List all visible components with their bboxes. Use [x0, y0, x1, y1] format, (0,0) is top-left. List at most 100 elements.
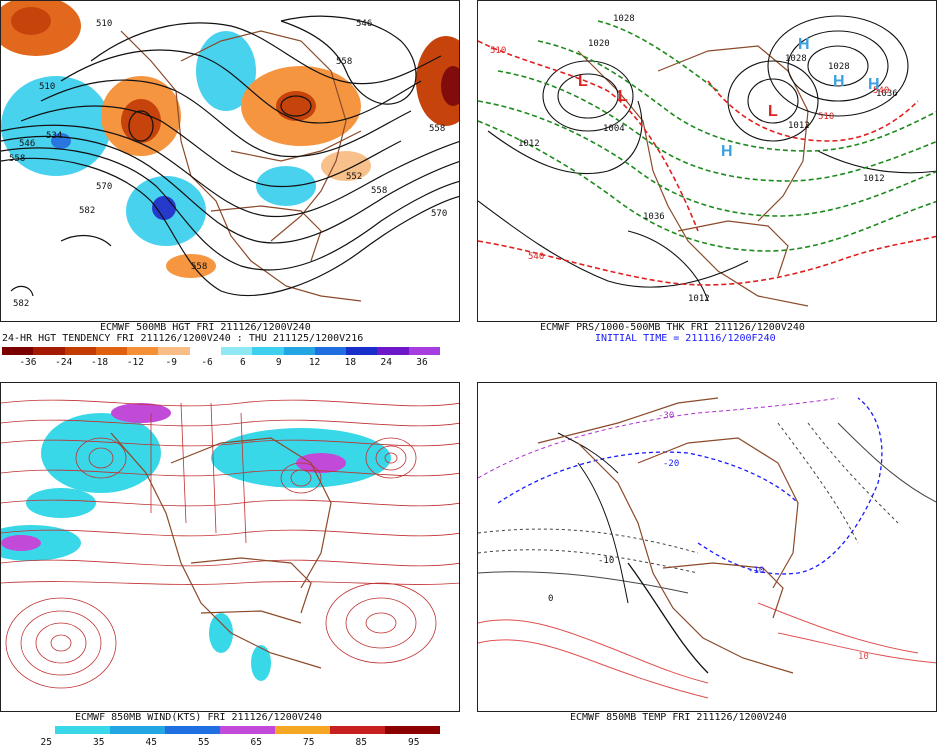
pressure-label: 1012	[788, 121, 810, 131]
contour-label: 546	[356, 19, 372, 29]
p3-colorbar-swatch	[275, 726, 330, 734]
p1-colorbar-label: 12	[308, 357, 321, 368]
high-center: H	[721, 143, 733, 160]
p1-colorbar-label: 18	[344, 357, 357, 368]
pressure-centers: L L L H H H H	[578, 36, 880, 160]
p2-caption-line2: INITIAL TIME = 211116/1200F240	[595, 333, 776, 344]
p1-colorbar-swatch	[158, 347, 190, 355]
p3-colorbar-swatch	[110, 726, 165, 734]
contour-label: 570	[431, 209, 447, 219]
p3-colorbar-swatch	[220, 726, 275, 734]
p3-colorbar-swatch	[55, 726, 110, 734]
contour-label: 534	[46, 131, 62, 141]
thickness-label: 510	[818, 112, 834, 122]
pressure-label: 1028	[828, 62, 850, 72]
pressure-label: 1036	[876, 89, 898, 99]
p3-caption-line1: ECMWF 850MB WIND(KTS) FRI 211126/1200V24…	[75, 712, 322, 723]
p1-colorbar	[2, 347, 440, 355]
contour-label: 582	[13, 299, 29, 309]
low-center: L	[618, 88, 628, 105]
p3-colorbar-label: 45	[145, 737, 157, 748]
contour-label: 558	[191, 262, 207, 272]
p3-colorbar-label: 65	[250, 737, 262, 748]
temp-label: -10	[598, 556, 614, 566]
p3-colorbar-label: 75	[303, 737, 315, 748]
pressure-label: 1028	[613, 14, 635, 24]
thickness-label: 540	[528, 252, 544, 262]
height-contours	[1, 15, 459, 297]
thickness-label: 540	[873, 86, 889, 96]
panel-850mb-wind	[0, 382, 460, 712]
p1-colorbar-swatch	[33, 347, 65, 355]
p1-colorbar-swatch	[408, 347, 440, 355]
panel-850mb-temp: -30 -20 -10 -10 0 10	[477, 382, 937, 712]
p1-colorbar-swatch	[220, 347, 253, 355]
streamlines	[1, 399, 459, 689]
panel-500mb-height: 510 534 546 558 570 582 558 552 558 570 …	[0, 0, 460, 322]
panel-pressure-thickness: 1028 1020 1028 1036 1012 1004 1028 1012 …	[477, 0, 937, 322]
p3-colorbar-label: 55	[198, 737, 210, 748]
contour-label: 546	[19, 139, 35, 149]
p1-colorbar-swatch	[189, 347, 221, 355]
contour-label: 558	[371, 186, 387, 196]
high-center: H	[798, 36, 810, 53]
pressure-label: 1012	[688, 294, 710, 304]
p3-colorbar	[0, 726, 440, 734]
p1-colorbar-swatch	[252, 347, 284, 355]
temp-label: -10	[748, 566, 764, 576]
thickness-contours	[478, 20, 936, 286]
contour-label: 558	[336, 57, 352, 67]
high-center: H	[833, 73, 845, 90]
p1-colorbar-swatch	[283, 347, 315, 355]
tendency-shading	[1, 1, 459, 278]
p1-colorbar-label: -12	[126, 357, 144, 368]
temp-label: -30	[658, 411, 674, 421]
coastlines	[110, 432, 332, 669]
p1-colorbar-labels: -36 -24 -18 -12 -9 -6 6 9 12 18 24 36	[10, 357, 440, 368]
temp-label: 10	[858, 652, 869, 662]
contour-labels: 510 534 546 558 570 582 558 552 558 570 …	[9, 19, 447, 309]
p1-colorbar-swatch	[346, 347, 378, 355]
pressure-label: 1020	[588, 39, 610, 49]
p1-colorbar-label: 24	[380, 357, 392, 368]
p1-colorbar-label: 36	[416, 357, 428, 368]
p1-colorbar-swatch	[2, 347, 34, 355]
p1-colorbar-label: 9	[275, 357, 282, 368]
high-center: H	[868, 76, 880, 93]
pressure-label: 1012	[863, 174, 885, 184]
p1-colorbar-swatch	[127, 347, 159, 355]
pressure-label: 1028	[785, 54, 807, 64]
p3-colorbar-label: 35	[93, 737, 105, 748]
contour-label: 510	[96, 19, 112, 29]
p1-colorbar-swatch	[377, 347, 409, 355]
p3-colorbar-swatch	[165, 726, 220, 734]
p3-colorbar-swatch	[330, 726, 385, 734]
temp-label: -20	[663, 459, 679, 469]
pressure-label: 1036	[643, 212, 665, 222]
p1-colorbar-swatch	[64, 347, 96, 355]
map-pressure-thickness: 1028 1020 1028 1036 1012 1004 1028 1012 …	[478, 14, 936, 307]
map-500mb: 510 534 546 558 570 582 558 552 558 570 …	[1, 1, 459, 309]
p1-colorbar-label: -24	[55, 357, 73, 368]
coastlines	[537, 397, 799, 674]
p3-colorbar-labels: 25 35 45 55 65 75 85 95	[20, 737, 440, 748]
contour-label: 582	[79, 206, 95, 216]
p2-caption-line1: ECMWF PRS/1000-500MB THK FRI 211126/1200…	[540, 322, 805, 333]
p1-caption-line1: ECMWF 500MB HGT FRI 211126/1200V240	[100, 322, 311, 333]
map-850mb-wind	[1, 399, 459, 689]
pressure-label: 1012	[518, 139, 540, 149]
p4-caption-line1: ECMWF 850MB TEMP FRI 211126/1200V240	[570, 712, 787, 723]
p1-colorbar-label: -9	[165, 357, 177, 368]
map-850mb-temp: -30 -20 -10 -10 0 10	[478, 397, 936, 699]
p3-colorbar-label: 25	[40, 737, 52, 748]
pressure-labels: 1028 1020 1028 1036 1012 1004 1028 1012 …	[490, 14, 898, 304]
low-center: L	[768, 103, 778, 120]
thickness-label: 510	[490, 46, 506, 56]
p1-colorbar-label: 6	[240, 357, 246, 368]
temp-label: 0	[548, 594, 553, 604]
temp-labels: -30 -20 -10 -10 0 10	[548, 411, 869, 662]
contour-label: 558	[429, 124, 445, 134]
wind-shading	[1, 403, 391, 681]
p1-colorbar-swatch	[314, 347, 347, 355]
coastlines	[577, 45, 809, 307]
